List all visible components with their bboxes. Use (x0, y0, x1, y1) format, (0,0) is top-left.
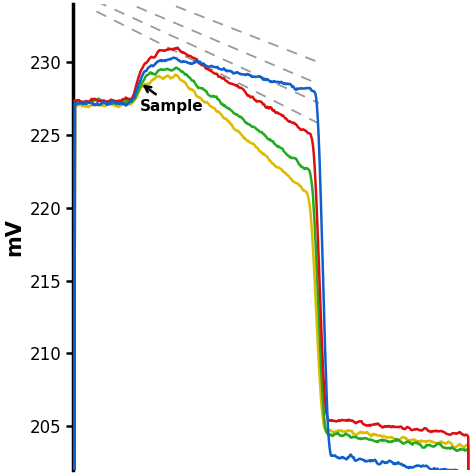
Y-axis label: mV: mV (4, 218, 24, 256)
Text: Sample: Sample (140, 86, 204, 114)
